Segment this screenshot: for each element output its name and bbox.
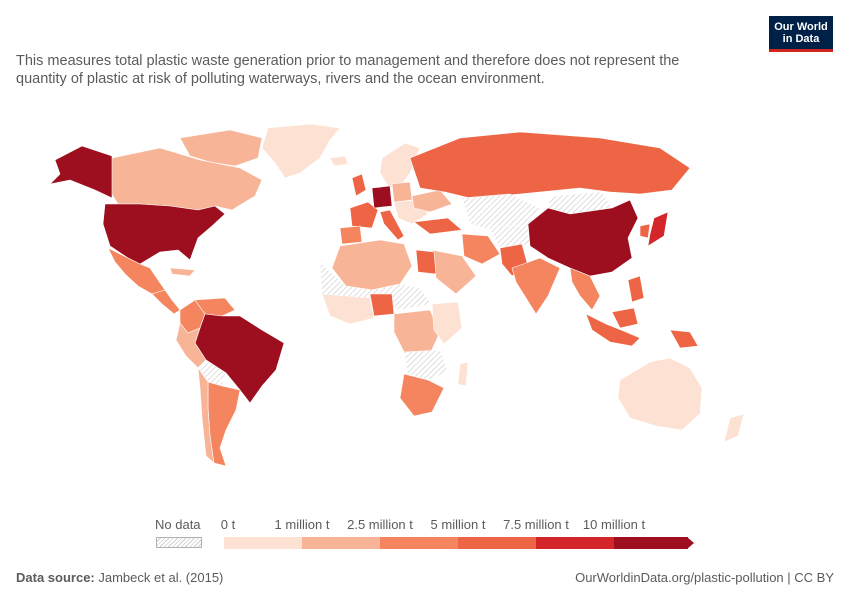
country-north-africa[interactable]	[331, 239, 413, 291]
country-korea[interactable]	[639, 223, 651, 239]
owid-logo[interactable]: Our World in Data	[769, 16, 833, 52]
legend-tick-4: 7.5 million t	[503, 517, 569, 532]
country-indonesia[interactable]	[585, 313, 641, 347]
country-france[interactable]	[349, 201, 379, 229]
country-canada-islands[interactable]	[179, 129, 263, 167]
country-venezuela[interactable]	[194, 297, 236, 317]
country-iceland[interactable]	[329, 155, 349, 167]
country-new-zealand[interactable]	[723, 413, 745, 443]
country-south-africa[interactable]	[399, 373, 445, 417]
legend-bin-4	[458, 537, 536, 549]
country-cuba[interactable]	[169, 267, 196, 277]
country-iran[interactable]	[461, 233, 501, 265]
no-data-label: No data	[155, 517, 201, 532]
country-philippines[interactable]	[627, 275, 645, 303]
map-subtitle: This measures total plastic waste genera…	[16, 53, 680, 87]
country-italy[interactable]	[379, 209, 405, 241]
legend-tick-0: 0 t	[220, 517, 236, 532]
legend-bin-5	[536, 537, 614, 549]
country-greenland[interactable]	[261, 123, 341, 179]
country-borneo[interactable]	[611, 307, 639, 329]
country-norway-sweden[interactable]	[379, 142, 421, 191]
legend-arrow-icon	[687, 537, 694, 549]
country-germany[interactable]	[371, 185, 393, 209]
country-alaska[interactable]	[49, 145, 113, 199]
country-australia[interactable]	[617, 357, 703, 431]
country-egypt[interactable]	[415, 249, 437, 275]
country-uk[interactable]	[351, 173, 367, 197]
country-turkey[interactable]	[413, 217, 463, 235]
data-source-value: Jambeck et al. (2015)	[98, 570, 224, 585]
country-central-asia[interactable]	[487, 225, 531, 249]
country-east-africa[interactable]	[431, 301, 463, 345]
color-legend: No data 0 t 1 million t 2.5 million t 5 …	[0, 515, 850, 555]
world-map	[49, 123, 745, 467]
country-china[interactable]	[527, 199, 639, 277]
legend-bin-6	[614, 537, 688, 549]
country-japan[interactable]	[647, 211, 669, 247]
country-spain[interactable]	[339, 225, 363, 245]
no-data-swatch	[156, 537, 202, 548]
country-central-america[interactable]	[151, 289, 181, 315]
country-west-africa[interactable]	[321, 293, 375, 325]
country-usa[interactable]	[102, 203, 226, 265]
legend-tick-5: 10 million t	[582, 517, 646, 532]
legend-bin-1	[224, 537, 302, 549]
country-papua[interactable]	[669, 329, 699, 349]
legend-bin-2	[302, 537, 380, 549]
country-nigeria[interactable]	[369, 293, 395, 317]
legend-bin-3	[380, 537, 458, 549]
logo-line-2: in Data	[782, 33, 820, 45]
country-madagascar[interactable]	[457, 361, 469, 387]
data-source-label: Data source:	[16, 570, 95, 585]
credit-link[interactable]: OurWorldinData.org/plastic-pollution | C…	[575, 570, 834, 585]
legend-tick-1: 1 million t	[274, 517, 330, 532]
country-india[interactable]	[511, 257, 561, 315]
country-southeast-asia[interactable]	[569, 267, 601, 311]
logo-line-1: Our World	[774, 21, 828, 33]
legend-tick-2: 2.5 million t	[347, 517, 413, 532]
country-south-central-africa[interactable]	[403, 349, 449, 381]
legend-tick-3: 5 million t	[430, 517, 486, 532]
legend-color-scale	[224, 537, 694, 549]
country-poland[interactable]	[391, 181, 413, 203]
data-source: Data source: Jambeck et al. (2015)	[16, 570, 223, 585]
country-chile[interactable]	[197, 367, 215, 464]
country-russia[interactable]	[409, 131, 691, 199]
country-ukraine[interactable]	[411, 189, 453, 213]
